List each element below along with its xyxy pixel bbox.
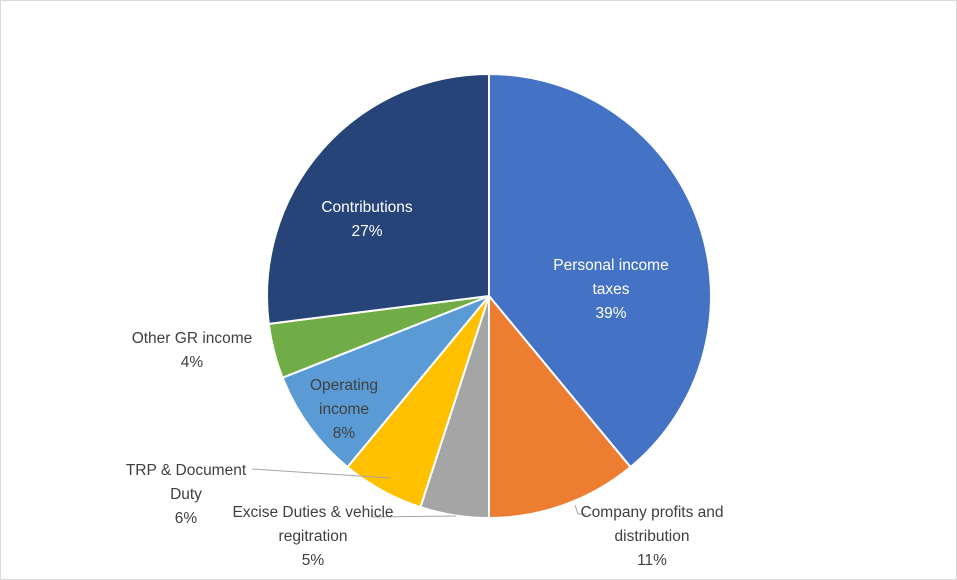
- data-label: Excise Duties & vehicle regitration 5%: [228, 501, 398, 573]
- pie-slice: [281, 295, 490, 469]
- category-label: Other GR income: [131, 330, 253, 347]
- value-label: 8%: [332, 425, 356, 442]
- data-label: Company profits and distribution 11%: [567, 501, 737, 573]
- category-label: Contributions: [321, 199, 413, 216]
- pie-slice: [266, 72, 490, 325]
- pie-slice: [488, 293, 632, 520]
- leader-line: [371, 515, 457, 518]
- value-label: 39%: [595, 305, 627, 322]
- category-label: Operating income: [309, 377, 379, 418]
- data-label: TRP & Document Duty 6%: [121, 459, 251, 531]
- pie-slice: [488, 72, 712, 469]
- data-label: Operating income 8%: [294, 374, 394, 446]
- value-label: 5%: [301, 552, 325, 569]
- value-label: 11%: [637, 552, 667, 569]
- leader-line: [574, 504, 586, 515]
- data-label: Personal income taxes 39%: [541, 254, 681, 326]
- value-label: 6%: [174, 510, 198, 527]
- value-label: 4%: [180, 354, 204, 371]
- category-label: TRP & Document Duty: [125, 462, 247, 503]
- data-label: Other GR income 4%: [117, 327, 267, 375]
- leader-line: [251, 468, 391, 479]
- category-label: Personal income taxes: [553, 257, 669, 298]
- category-label: Company profits and distribution: [580, 504, 724, 545]
- category-label: Excise Duties & vehicle regitration: [232, 504, 394, 545]
- data-label: Contributions 27%: [297, 196, 437, 244]
- value-label: 27%: [351, 223, 383, 240]
